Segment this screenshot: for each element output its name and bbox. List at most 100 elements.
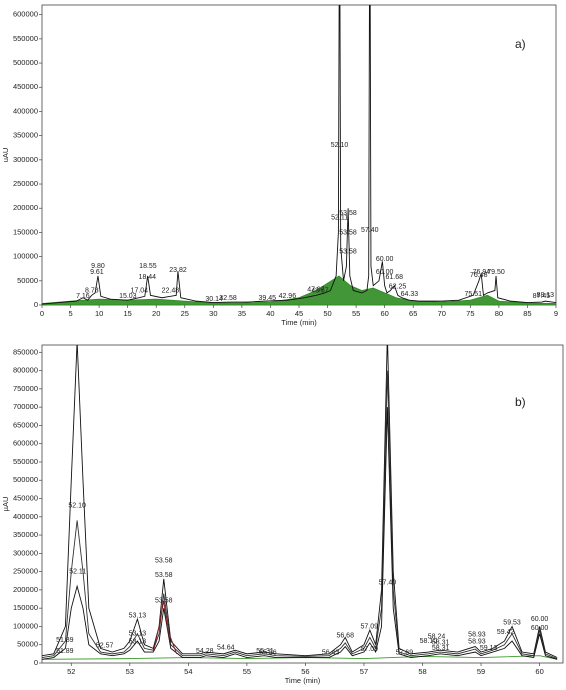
peak-label: 52.10	[68, 503, 86, 510]
peak-label: 22.48	[162, 287, 180, 294]
x-tick-label: 10	[95, 309, 103, 318]
peak-label: 76.94	[473, 269, 491, 276]
peak-label: 52.11	[331, 215, 348, 222]
x-tick-label: 59	[477, 667, 485, 676]
y-tick-label: 0	[34, 658, 38, 667]
peak-label: 79.50	[487, 269, 505, 276]
peak-label: 8.73	[85, 287, 99, 294]
peak-label: 52.10	[331, 142, 349, 149]
peak-label: 57.09	[360, 623, 378, 630]
peak-label: 51.89	[56, 648, 74, 655]
peak-label: 54.28	[196, 648, 214, 655]
peak-label: 58.31	[432, 645, 450, 652]
peak-label: 9.61	[90, 269, 104, 276]
traces	[42, 5, 556, 305]
x-tick-label: 55	[352, 309, 360, 318]
x-tick-label: 65	[409, 309, 417, 318]
peak-label: 54.64	[217, 644, 235, 651]
peak-label: 60.00	[531, 625, 549, 632]
x-tick-label: 5	[68, 309, 72, 318]
peak-label: 55.36	[259, 650, 277, 657]
peak-label: 15.03	[119, 293, 137, 300]
x-axis-title: Time (min)	[281, 318, 317, 327]
area-trace	[42, 275, 556, 305]
peak-label: 58.93	[468, 631, 486, 638]
peak-label: 60.00	[531, 616, 549, 623]
x-tick-label: 35	[238, 309, 246, 318]
y-axis-title: µAU	[1, 497, 10, 512]
peak-label: 30.14	[205, 296, 223, 303]
y-tick-label: 500000	[13, 475, 38, 484]
peak-label: 87.45	[533, 293, 551, 300]
y-tick-label: 350000	[13, 131, 38, 140]
peak-label: 42.96	[279, 293, 297, 300]
peak-label: 59.42	[497, 629, 515, 636]
peak-label: 88.13	[537, 292, 555, 299]
line-trace	[42, 655, 558, 660]
y-tick-label: 550000	[13, 34, 38, 43]
plot-frame	[41, 4, 557, 306]
x-tick-label: 15	[123, 309, 131, 318]
peak-label: 64.33	[401, 291, 419, 298]
panel-label: a)	[515, 37, 526, 51]
x-tick-label: 50	[323, 309, 331, 318]
peak-label: 7.16	[76, 293, 90, 300]
peak-label: 23.82	[169, 267, 187, 274]
y-tick-label: 300000	[13, 548, 38, 557]
panel-label: b)	[515, 395, 526, 409]
y-tick-label: 600000	[13, 10, 38, 19]
x-tick-label: 20	[152, 309, 160, 318]
y-tick-label: 250000	[13, 179, 38, 188]
peak-label: 52.57	[96, 642, 114, 649]
peak-label: 62.25	[389, 283, 407, 290]
y-tick-label: 450000	[13, 494, 38, 503]
y-tick-label: 400000	[13, 512, 38, 521]
y-tick-label: 50000	[17, 276, 38, 285]
y-tick-label: 350000	[13, 530, 38, 539]
y-axis-title: uAU	[1, 148, 10, 163]
line-trace	[152, 600, 178, 655]
peak-label: 53.13	[129, 631, 147, 638]
x-tick-label: 57	[360, 667, 368, 676]
peak-label: 61.68	[385, 274, 403, 281]
x-tick-label: 60	[535, 667, 543, 676]
peak-label: 58.93	[468, 639, 486, 646]
peak-label: 9.80	[91, 263, 105, 270]
x-tick-label: 45	[295, 309, 303, 318]
peak-label: 18.44	[139, 274, 157, 281]
x-tick-label: 80	[495, 309, 503, 318]
x-tick-label: 0	[40, 309, 44, 318]
y-tick-label: 550000	[13, 457, 38, 466]
y-tick-label: 500000	[13, 58, 38, 67]
peak-label: 51.89	[56, 637, 74, 644]
x-tick-label: 85	[523, 309, 531, 318]
peak-label: 53.58	[155, 572, 173, 579]
peak-label: 56.68	[336, 632, 354, 639]
y-tick-label: 400000	[13, 106, 38, 115]
y-tick-label: 150000	[13, 227, 38, 236]
x-tick-label: 40	[266, 309, 274, 318]
peak-label: 53.13	[129, 639, 147, 646]
y-tick-label: 200000	[13, 203, 38, 212]
peak-label: 52.11	[69, 568, 86, 575]
peak-label: 57.40	[379, 579, 397, 586]
x-tick-label: 58	[418, 667, 426, 676]
peak-label: 76.48	[470, 272, 488, 279]
peak-label: 39.45	[259, 295, 277, 302]
line-trace	[42, 407, 558, 660]
peak-label: 75.51	[464, 291, 482, 298]
peak-label: 32.58	[219, 295, 237, 302]
x-tick-label: 30	[209, 309, 217, 318]
traces	[42, 345, 558, 660]
peak-label: 53.58	[339, 229, 357, 236]
peak-label: 59.13	[480, 645, 498, 652]
y-tick-label: 200000	[13, 585, 38, 594]
peak-label: 60.00	[376, 269, 394, 276]
peak-label: 58.31	[432, 640, 450, 647]
x-axis-title: Time (min)	[285, 676, 321, 685]
y-tick-label: 100000	[13, 621, 38, 630]
x-tick-label: 52	[67, 667, 75, 676]
x-tick-label: 60	[380, 309, 388, 318]
